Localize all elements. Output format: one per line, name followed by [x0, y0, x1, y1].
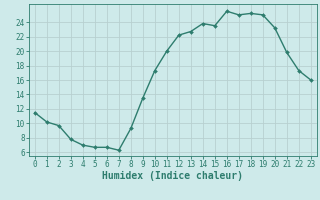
X-axis label: Humidex (Indice chaleur): Humidex (Indice chaleur)	[102, 171, 243, 181]
